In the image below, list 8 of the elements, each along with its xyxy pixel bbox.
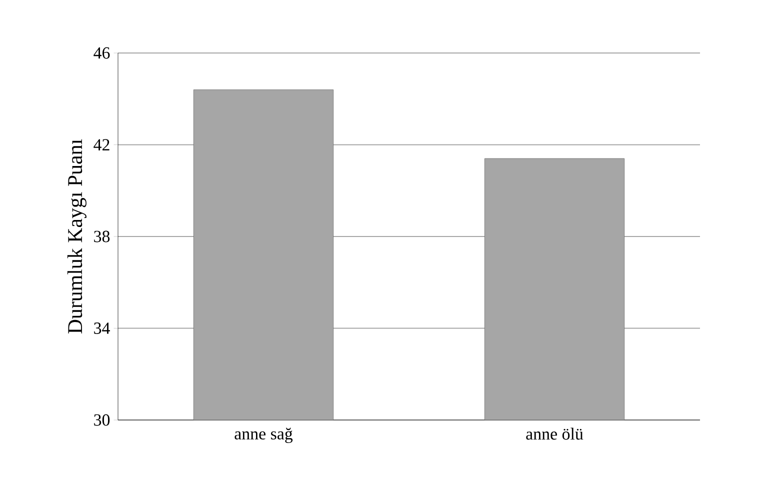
y-tick-label: 30 — [94, 414, 110, 426]
x-tick-label: anne sağ — [234, 428, 293, 443]
y-tick-label: 46 — [94, 47, 110, 59]
y-tick-label: 34 — [94, 322, 110, 334]
y-tick-label: 38 — [94, 230, 110, 242]
y-axis-title: Durumluk Kaygı Puanı — [67, 139, 86, 334]
y-tick-label: 42 — [94, 139, 110, 150]
x-tick-label: anne ölü — [526, 428, 584, 440]
